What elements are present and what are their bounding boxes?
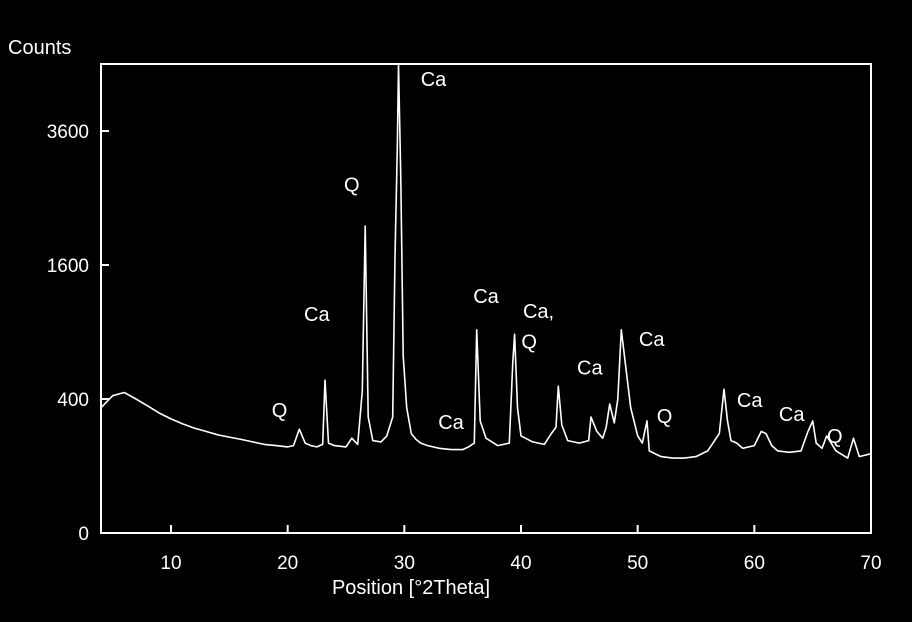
peak-label: Ca: [438, 412, 464, 434]
peak-label: Ca: [577, 357, 603, 379]
x-tick-label: 60: [744, 553, 765, 574]
peak-label: Ca: [779, 404, 805, 426]
plot-frame: [100, 63, 872, 534]
peak-label: Ca: [737, 390, 763, 412]
peak-label: Ca: [639, 329, 665, 351]
peak-label: Q: [521, 331, 537, 353]
x-tick-label: 30: [394, 553, 415, 574]
peak-label: Q: [344, 174, 360, 196]
y-tick-label: 400: [57, 390, 89, 411]
y-tick-label: 0: [78, 524, 89, 545]
x-axis: 10 20 30 40 50 60 70: [160, 525, 882, 574]
x-tick-label: 50: [627, 553, 648, 574]
x-tick-label: 10: [160, 553, 181, 574]
peak-label: Ca,: [523, 301, 554, 323]
peak-labels: Q Ca Q Ca Ca Ca Ca, Q Ca Ca Q Ca Ca Q: [272, 69, 843, 448]
peak-label: Q: [272, 400, 288, 422]
y-axis: 0 400 1600 3600: [47, 122, 109, 545]
peak-label: Q: [657, 406, 673, 428]
diffraction-trace: [100, 63, 872, 459]
peak-label: Q: [827, 426, 843, 448]
peak-label: Ca: [304, 304, 330, 326]
peak-label: Ca: [473, 286, 499, 308]
y-tick-label: 1600: [47, 256, 89, 277]
x-tick-label: 70: [860, 553, 881, 574]
x-axis-title: Position [°2Theta]: [332, 577, 490, 599]
x-tick-label: 40: [510, 553, 531, 574]
x-tick-label: 20: [277, 553, 298, 574]
y-axis-title: Counts: [8, 37, 71, 59]
peak-label: Ca: [421, 69, 447, 91]
y-tick-label: 3600: [47, 122, 89, 143]
